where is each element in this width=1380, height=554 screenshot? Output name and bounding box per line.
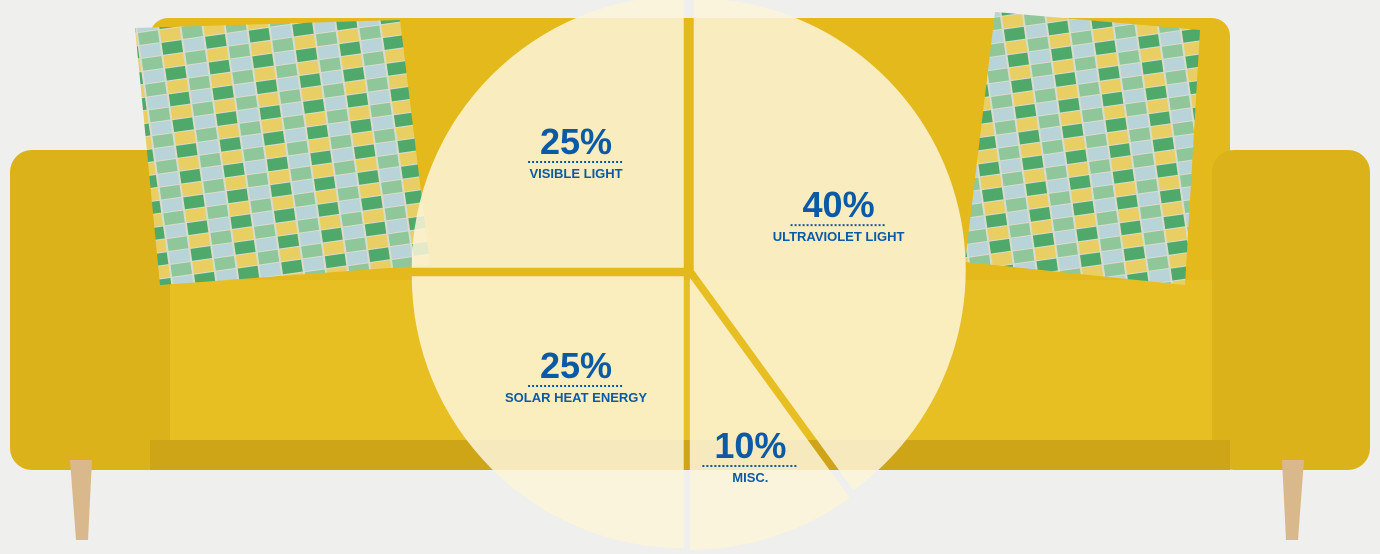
slice-value-label: 25% bbox=[540, 121, 612, 162]
slice-category-label: VISIBLE LIGHT bbox=[529, 166, 622, 181]
pie-slice bbox=[689, 277, 850, 550]
pie-slice bbox=[411, 0, 684, 268]
slice-value-label: 25% bbox=[540, 345, 612, 386]
slice-category-label: ULTRAVIOLET LIGHT bbox=[773, 229, 905, 244]
slice-value-label: 10% bbox=[714, 425, 786, 466]
slice-value-label: 40% bbox=[803, 184, 875, 225]
slice-category-label: SOLAR HEAT ENERGY bbox=[505, 390, 647, 405]
pie-slice bbox=[411, 276, 684, 549]
slice-category-label: MISC. bbox=[732, 470, 768, 485]
pie: 40% ULTRAVIOLET LIGHT 10% MISC. 25% SOLAR HEA… bbox=[411, 0, 966, 550]
pie-slice bbox=[693, 0, 966, 491]
